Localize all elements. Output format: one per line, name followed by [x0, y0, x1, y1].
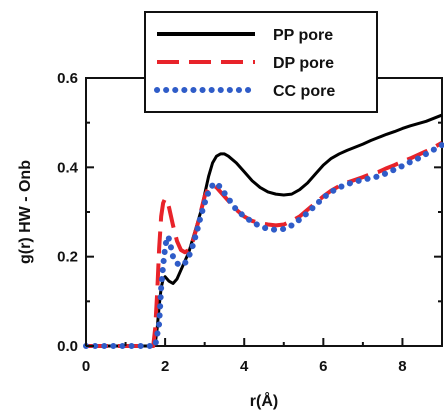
y-axis-label: g(r) HW - Onb [17, 160, 34, 264]
y-tick-label: 0.0 [57, 338, 78, 355]
x-tick-label: 6 [319, 358, 327, 375]
y-tick-label: 0.4 [57, 159, 79, 176]
x-tick-label: 0 [82, 358, 90, 375]
plot-area-group [85, 77, 443, 347]
x-axis-ticks: 0 2 4 6 8 [82, 338, 407, 375]
series-line-dp-pore [86, 141, 443, 348]
y-axis-ticks: 0.0 0.2 0.4 0.6 [57, 70, 442, 355]
legend-box [144, 11, 378, 113]
x-axis-label: r(Å) [250, 391, 278, 410]
legend-label-cc-pore: CC pore [273, 83, 335, 100]
x-tick-label: 2 [161, 358, 169, 375]
legend-label-pp-pore: PP pore [273, 27, 333, 44]
series-line-cc-pore [83, 142, 444, 349]
legend-label-dp-pore: DP pore [273, 55, 334, 72]
x-tick-label: 8 [398, 358, 406, 375]
plot-frame [85, 77, 443, 347]
y-tick-label: 0.2 [57, 249, 78, 266]
x-tick-label: 4 [240, 358, 249, 375]
series-group [83, 113, 444, 349]
y-tick-label: 0.6 [57, 70, 78, 87]
legend-items: PP pore DP pore CC pore [154, 27, 335, 100]
legend: PP pore DP pore CC pore [144, 11, 378, 113]
series-line-pp-pore [86, 113, 443, 348]
